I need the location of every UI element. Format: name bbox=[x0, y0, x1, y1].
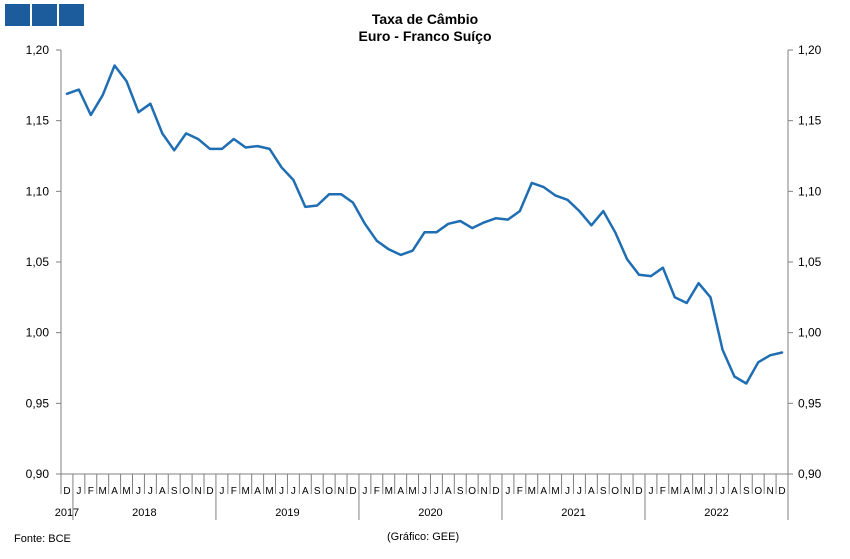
month-label: D bbox=[63, 486, 70, 497]
y-tick-label-right: 1,20 bbox=[798, 43, 822, 57]
month-label: M bbox=[408, 486, 416, 497]
month-label: S bbox=[600, 486, 607, 497]
month-label: N bbox=[767, 486, 774, 497]
y-tick-label-right: 1,05 bbox=[798, 255, 822, 269]
month-label: J bbox=[648, 486, 653, 497]
month-label: J bbox=[422, 486, 427, 497]
y-tick-label-left: 1,15 bbox=[26, 114, 50, 128]
month-label: J bbox=[708, 486, 713, 497]
month-label: J bbox=[76, 486, 81, 497]
month-label: J bbox=[362, 486, 367, 497]
y-tick-label-right: 1,15 bbox=[798, 114, 822, 128]
month-label: J bbox=[219, 486, 224, 497]
month-label: J bbox=[148, 486, 153, 497]
month-label: F bbox=[374, 486, 380, 497]
y-tick-label-left: 1,20 bbox=[26, 43, 50, 57]
year-label: 2021 bbox=[561, 507, 585, 519]
month-label: O bbox=[182, 486, 190, 497]
month-label: A bbox=[302, 486, 309, 497]
month-label: J bbox=[577, 486, 582, 497]
month-label: S bbox=[314, 486, 321, 497]
logo-block-2 bbox=[32, 4, 57, 26]
month-label: F bbox=[517, 486, 523, 497]
month-label: J bbox=[434, 486, 439, 497]
month-label: J bbox=[291, 486, 296, 497]
month-label: O bbox=[325, 486, 333, 497]
month-label: M bbox=[694, 486, 702, 497]
month-label: N bbox=[623, 486, 630, 497]
month-label: A bbox=[159, 486, 166, 497]
chart-credit: (Gráfico: GEE) bbox=[387, 531, 460, 543]
month-label: D bbox=[492, 486, 499, 497]
month-label: A bbox=[397, 486, 404, 497]
logo-block-1 bbox=[5, 4, 30, 26]
month-label: D bbox=[635, 486, 642, 497]
month-label: J bbox=[136, 486, 141, 497]
month-label: D bbox=[349, 486, 356, 497]
y-tick-label-left: 0,90 bbox=[26, 467, 50, 481]
y-tick-label-left: 1,05 bbox=[26, 255, 50, 269]
month-label: J bbox=[720, 486, 725, 497]
month-label: O bbox=[611, 486, 619, 497]
month-label: A bbox=[254, 486, 261, 497]
month-label: M bbox=[265, 486, 273, 497]
month-label: M bbox=[551, 486, 559, 497]
month-label: F bbox=[88, 486, 94, 497]
month-label: F bbox=[231, 486, 237, 497]
month-label: J bbox=[279, 486, 284, 497]
month-label: A bbox=[683, 486, 690, 497]
month-label: D bbox=[778, 486, 785, 497]
year-label: 2022 bbox=[704, 507, 728, 519]
y-tick-label-right: 1,00 bbox=[798, 326, 822, 340]
logo-block-3 bbox=[59, 4, 84, 26]
month-label: M bbox=[385, 486, 393, 497]
month-label: M bbox=[671, 486, 679, 497]
month-label: N bbox=[480, 486, 487, 497]
year-label: 2017 bbox=[55, 507, 79, 519]
month-label: S bbox=[171, 486, 178, 497]
chart-title: Taxa de Câmbio bbox=[371, 11, 479, 27]
month-label: S bbox=[743, 486, 750, 497]
month-label: A bbox=[540, 486, 547, 497]
month-label: M bbox=[122, 486, 130, 497]
month-label: N bbox=[194, 486, 201, 497]
month-label: J bbox=[565, 486, 570, 497]
series-line bbox=[65, 64, 784, 385]
source-note: Fonte: BCE bbox=[14, 533, 71, 545]
year-label: 2018 bbox=[132, 507, 156, 519]
month-label: A bbox=[445, 486, 452, 497]
y-tick-label-left: 0,95 bbox=[26, 396, 50, 410]
y-tick-label-left: 1,10 bbox=[26, 184, 50, 198]
month-label: S bbox=[457, 486, 464, 497]
month-label: M bbox=[242, 486, 250, 497]
y-tick-label-right: 0,90 bbox=[798, 467, 822, 481]
month-label: A bbox=[731, 486, 738, 497]
month-label: O bbox=[468, 486, 476, 497]
y-tick-label-left: 1,00 bbox=[26, 326, 50, 340]
month-label: N bbox=[337, 486, 344, 497]
month-label: M bbox=[99, 486, 107, 497]
month-label: D bbox=[206, 486, 213, 497]
month-label: J bbox=[505, 486, 510, 497]
year-label: 2020 bbox=[418, 507, 442, 519]
y-tick-label-right: 0,95 bbox=[798, 396, 822, 410]
year-label: 2019 bbox=[275, 507, 299, 519]
month-label: O bbox=[754, 486, 762, 497]
y-tick-label-right: 1,10 bbox=[798, 184, 822, 198]
month-label: M bbox=[528, 486, 536, 497]
month-label: A bbox=[588, 486, 595, 497]
chart-subtitle: Euro - Franco Suíço bbox=[358, 28, 492, 44]
month-label: A bbox=[111, 486, 118, 497]
month-label: F bbox=[660, 486, 666, 497]
